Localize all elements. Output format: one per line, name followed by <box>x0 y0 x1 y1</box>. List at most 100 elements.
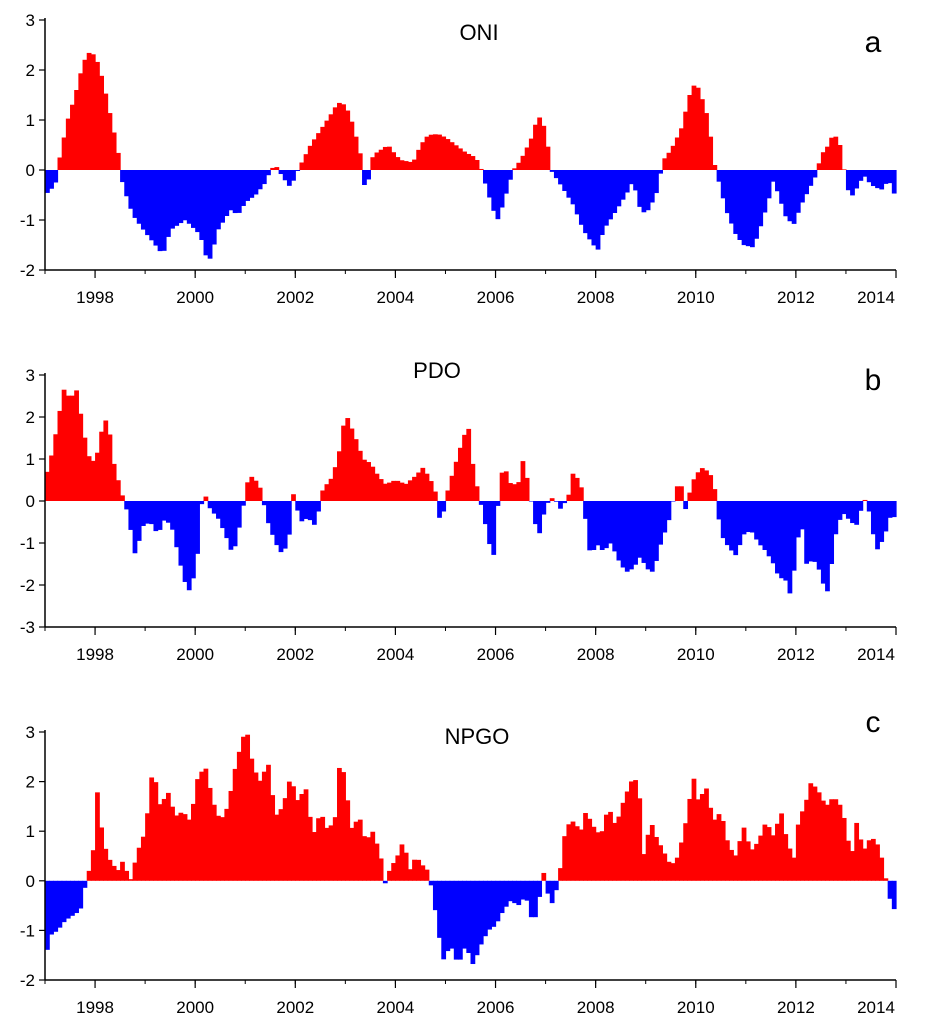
pdo-bar <box>795 501 801 538</box>
oni-bar <box>495 170 501 220</box>
pdo-bar <box>220 501 225 529</box>
npgo-bar <box>115 870 121 881</box>
npgo-bar <box>695 799 701 881</box>
npgo-bar <box>278 809 284 881</box>
pdo-bar <box>562 501 568 504</box>
oni-bar <box>82 59 88 170</box>
npgo-bar <box>53 880 59 932</box>
pdo-bar <box>207 501 213 509</box>
npgo-bar <box>245 734 251 881</box>
oni-x-tick-label: 2006 <box>477 288 515 307</box>
oni-bar <box>341 104 346 170</box>
pdo-bar <box>750 501 755 533</box>
npgo-bar <box>578 829 584 881</box>
pdo-bar <box>416 472 422 501</box>
oni-x-tick-label: 2014 <box>857 288 895 307</box>
npgo-bar <box>850 851 855 881</box>
oni-bar <box>733 170 739 234</box>
npgo-bar <box>775 823 780 881</box>
pdo-bar <box>349 428 355 501</box>
npgo-bar <box>733 855 739 881</box>
pdo-bar <box>140 501 146 526</box>
npgo-bar <box>99 827 104 881</box>
pdo-bar <box>841 501 847 515</box>
oni-bar <box>149 170 155 241</box>
oni-bar <box>345 110 351 170</box>
pdo-bar <box>754 501 759 540</box>
pdo-bar <box>800 501 805 530</box>
npgo-bar <box>553 880 559 891</box>
oni-bar <box>399 160 405 170</box>
oni-x-tick-label: 2010 <box>677 288 715 307</box>
pdo-y-tick-label: -2 <box>20 576 35 595</box>
pdo-bar <box>674 486 680 501</box>
npgo-x-tick-label: 1998 <box>76 998 114 1017</box>
oni-bar <box>528 138 534 170</box>
npgo-bar <box>424 869 430 881</box>
oni-bar <box>49 170 54 189</box>
npgo-bar <box>724 840 730 881</box>
npgo-bar <box>145 813 150 881</box>
pdo-x-tick-label: 2010 <box>677 645 715 664</box>
oni-bar <box>508 170 513 180</box>
oni-bar <box>516 162 522 170</box>
npgo-bar <box>303 789 309 881</box>
npgo-bar <box>299 794 305 881</box>
npgo-bar <box>261 771 267 881</box>
npgo-bar <box>195 779 200 881</box>
npgo-bar <box>862 848 868 881</box>
pdo-bar <box>387 482 392 501</box>
oni-bar <box>416 149 422 170</box>
oni-bar <box>578 170 584 225</box>
oni-bar <box>45 170 50 193</box>
npgo-bar <box>875 844 880 881</box>
pdo-bar <box>403 483 409 501</box>
oni-bar <box>107 113 113 170</box>
oni-bar <box>649 170 655 203</box>
npgo-bar <box>499 880 505 914</box>
oni-bar <box>687 95 693 170</box>
npgo-bar <box>816 792 822 881</box>
npgo-bar <box>270 795 276 881</box>
oni-bar <box>266 170 271 176</box>
pdo-bar <box>603 501 609 549</box>
oni-bar <box>691 85 697 170</box>
npgo-bar <box>712 819 718 881</box>
pdo-bar <box>428 481 434 501</box>
pdo-x-tick-label: 2002 <box>276 645 314 664</box>
oni-bar <box>804 170 809 195</box>
pdo-bar <box>86 456 92 501</box>
pdo-bar <box>466 428 472 501</box>
pdo-bar <box>570 473 576 501</box>
oni-bar <box>407 161 413 170</box>
oni-bar <box>420 142 426 170</box>
pdo-bar <box>745 501 751 533</box>
pdo-bar <box>862 499 868 501</box>
oni-x-tick-label: 1998 <box>76 288 114 307</box>
npgo-bar <box>528 880 534 918</box>
oni-panel: -2 -1 0 1 2 3 1998 2000 2002 2004 2006 2008 2010 2012… <box>20 11 897 307</box>
pdo-bar <box>120 495 125 501</box>
pdo-bar <box>241 501 246 506</box>
pdo-bar <box>845 501 851 519</box>
oni-y-tick-label: 3 <box>26 11 35 30</box>
oni-bar <box>270 167 276 170</box>
npgo-bar <box>483 880 488 937</box>
npgo-bar <box>311 832 317 881</box>
oni-bar <box>449 142 455 170</box>
npgo-bar <box>374 843 380 881</box>
pdo-bar <box>107 434 113 501</box>
npgo-bar <box>891 880 897 910</box>
pdo-bar <box>612 501 618 552</box>
npgo-bar <box>274 814 280 881</box>
oni-bar <box>128 170 134 209</box>
oni-bar <box>595 170 601 250</box>
pdo-bar <box>282 501 288 549</box>
pdo-bar <box>74 390 79 501</box>
oni-bar <box>320 126 326 170</box>
oni-bar <box>570 170 576 205</box>
oni-bar <box>787 170 793 222</box>
pdo-panel: -3 -2 -1 0 1 2 3 1998 2000 2002 2004 2006 2008 2010 20… <box>20 358 897 664</box>
pdo-bar <box>115 480 121 501</box>
npgo-bar <box>691 778 697 881</box>
